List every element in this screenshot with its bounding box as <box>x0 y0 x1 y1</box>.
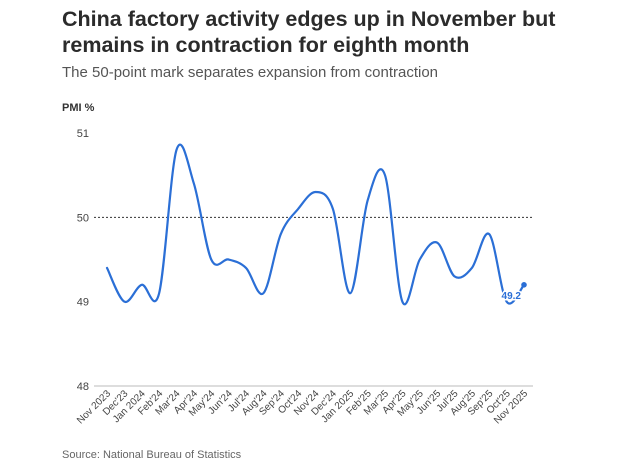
y-tick-label: 51 <box>77 128 89 140</box>
data-point-marker <box>521 282 527 288</box>
data-label: 49.2 <box>502 291 522 302</box>
series-line <box>105 143 526 306</box>
chart-subtitle: The 50-point mark separates expansion fr… <box>62 64 439 81</box>
chart-title: China factory activity edges up in Novem… <box>62 7 556 57</box>
y-tick-label: 48 <box>77 381 89 393</box>
chart-source: Source: National Bureau of Statistics <box>62 449 242 461</box>
y-axis-label: PMI % <box>62 102 95 114</box>
y-tick-label: 50 <box>77 212 89 224</box>
y-tick-label: 49 <box>77 297 89 309</box>
